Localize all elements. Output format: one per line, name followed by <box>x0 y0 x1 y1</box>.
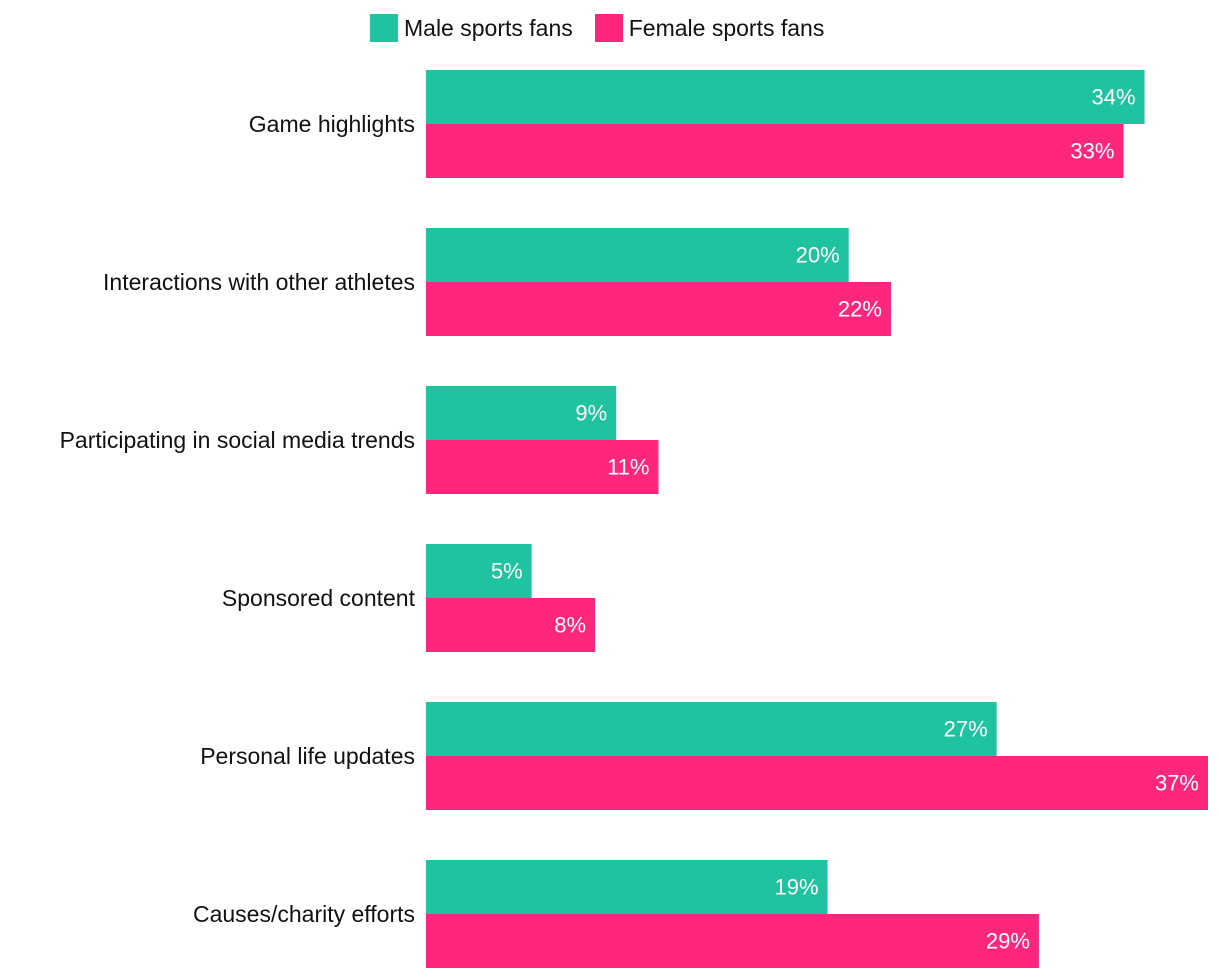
category-label: Causes/charity efforts <box>193 901 415 927</box>
data-label: 27% <box>944 717 988 742</box>
data-label: 33% <box>1070 139 1114 164</box>
legend-item-female: Female sports fans <box>594 14 825 42</box>
bar-male <box>426 702 997 756</box>
category-label: Interactions with other athletes <box>103 269 415 295</box>
bar-female <box>426 914 1039 968</box>
legend-item-male: Male sports fans <box>370 14 573 42</box>
bar-male <box>426 860 828 914</box>
bar-female <box>426 440 659 494</box>
legend: Male sports fans Female sports fans <box>370 14 824 42</box>
data-label: 34% <box>1092 85 1136 110</box>
bar-male <box>426 228 849 282</box>
bar-male <box>426 70 1145 124</box>
category-label: Game highlights <box>249 111 415 137</box>
data-label: 11% <box>607 455 649 480</box>
legend-label-female: Female sports fans <box>628 14 825 41</box>
data-label: 9% <box>575 401 607 426</box>
data-label: 5% <box>491 559 523 584</box>
bar-female <box>426 282 891 336</box>
category-label: Participating in social media trends <box>60 427 415 453</box>
bar-male <box>426 386 617 440</box>
bar-female <box>426 756 1208 810</box>
category-label: Personal life updates <box>200 743 415 769</box>
category-label: Sponsored content <box>222 585 416 611</box>
data-label: 37% <box>1155 771 1199 796</box>
bar-female <box>426 598 596 652</box>
legend-swatch-female <box>594 14 623 42</box>
data-label: 19% <box>775 875 819 900</box>
data-label: 20% <box>796 243 840 268</box>
data-label: 8% <box>554 613 586 638</box>
bar-female <box>426 124 1124 178</box>
bar-male <box>426 544 532 598</box>
legend-swatch-male <box>370 14 398 42</box>
data-label: 29% <box>986 929 1030 954</box>
legend-label-male: Male sports fans <box>404 14 573 41</box>
data-label: 22% <box>838 297 882 322</box>
